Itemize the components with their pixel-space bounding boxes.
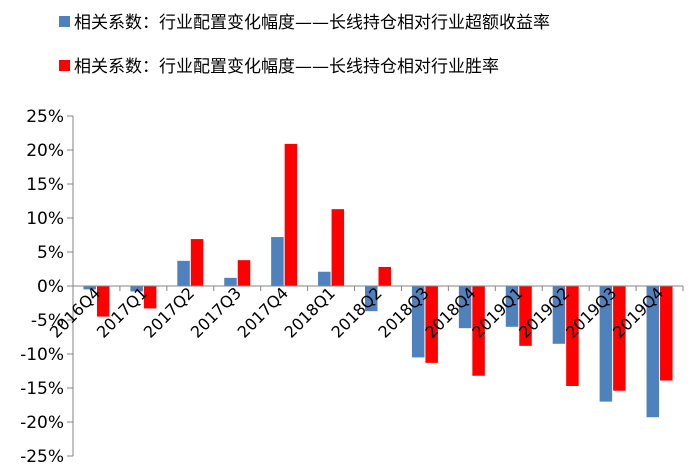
bar-series-1-2018Q3	[411, 286, 425, 358]
bar-series-2-2019Q1	[519, 286, 532, 346]
chart-legend: 相关系数：行业配置变化幅度——长线持仓相对行业超额收益率 相关系数：行业配置变化…	[59, 13, 550, 77]
y-tick-label: 0%	[37, 277, 64, 297]
x-tick-label: 2017Q3	[187, 283, 245, 341]
y-tick-label: 20%	[26, 141, 64, 161]
bar-series-1-2018Q2	[365, 286, 378, 312]
bars	[83, 143, 673, 418]
bar-series-1-2017Q4	[271, 237, 284, 286]
y-tick-label: -20%	[20, 413, 64, 433]
bar-series-2-2016Q4	[96, 286, 110, 317]
legend-label-series-2: 相关系数：行业配置变化幅度——长线持仓相对行业胜率	[74, 57, 499, 77]
y-tick-label: -5%	[31, 311, 64, 331]
bar-series-2-2018Q2	[378, 266, 391, 286]
bar-series-2-2017Q2	[190, 239, 204, 286]
x-tick-label: 2017Q4	[234, 283, 292, 341]
bar-series-2-2017Q4	[284, 143, 298, 286]
bar-series-2-2018Q4	[472, 286, 485, 376]
bar-series-2-2019Q2	[566, 286, 579, 386]
x-tick-label: 2018Q1	[281, 283, 339, 341]
bar-series-1-2016Q4	[83, 286, 96, 290]
y-tick-label: -10%	[20, 345, 64, 365]
bar-series-1-2018Q1	[318, 271, 331, 286]
legend-label-series-1: 相关系数：行业配置变化幅度——长线持仓相对行业超额收益率	[74, 13, 550, 33]
bar-series-1-2017Q3	[224, 277, 237, 286]
bar-series-2-2017Q1	[143, 286, 157, 309]
legend-swatch-series-1	[59, 16, 70, 27]
bar-series-1-2019Q2	[552, 286, 566, 344]
bar-series-2-2019Q4	[660, 286, 673, 381]
bar-series-2-2019Q3	[613, 286, 626, 391]
bar-series-1-2018Q4	[458, 286, 472, 329]
bar-series-1-2019Q1	[505, 286, 519, 327]
bar-series-2-2018Q3	[425, 286, 438, 363]
bar-series-1-2017Q2	[177, 260, 190, 286]
bar-series-1-2019Q3	[599, 286, 613, 402]
y-tick-label: -15%	[20, 379, 64, 399]
y-tick-label: 10%	[26, 209, 64, 229]
legend-swatch-series-2	[59, 60, 70, 71]
x-tick-label: 2018Q2	[327, 283, 385, 341]
y-tick-label: 15%	[26, 175, 64, 195]
bar-series-1-2017Q1	[130, 286, 143, 292]
y-axis-ticks: 25% 20% 15% 10% 5% 0% -5% -10% -15% -20% -25%	[20, 107, 73, 467]
bar-series-2-2017Q3	[237, 260, 251, 286]
y-tick-label: -25%	[20, 447, 64, 467]
y-tick-label: 5%	[37, 243, 64, 263]
bar-series-2-2018Q1	[331, 209, 345, 286]
y-tick-label: 25%	[26, 107, 64, 127]
bar-series-1-2019Q4	[646, 286, 660, 418]
axes	[72, 116, 684, 456]
